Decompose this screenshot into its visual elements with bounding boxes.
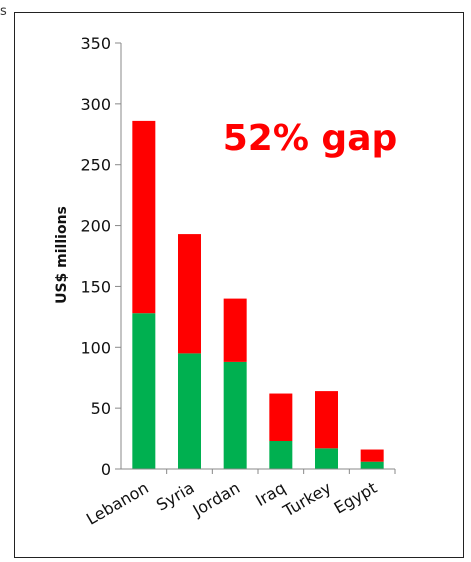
bar-segment-green-turkey [315, 448, 338, 469]
x-tick-label-egypt: Egypt [331, 478, 380, 518]
bar-segment-green-egypt [360, 461, 384, 469]
bar-segment-green-iraq [269, 441, 293, 469]
y-tick-label: 50 [91, 399, 111, 418]
corner-text: s [0, 4, 7, 19]
y-tick-label: 300 [80, 95, 111, 114]
y-tick-label: 100 [80, 338, 111, 357]
bar-segment-red-jordan [223, 298, 247, 362]
bar-segment-green-syria [178, 353, 201, 469]
bar-segment-red-egypt [360, 449, 384, 462]
y-axis-label: US$ millions [54, 206, 70, 304]
bar-segment-red-iraq [269, 393, 293, 442]
bar-segment-green-jordan [223, 361, 247, 469]
x-tick-label-syria: Syria [153, 478, 198, 515]
bars [132, 120, 384, 469]
x-tick-label-lebanon: Lebanon [83, 478, 152, 529]
y-tick-label: 150 [80, 277, 111, 296]
x-tick-label-jordan: Jordan [189, 478, 243, 520]
bar-segment-green-lebanon [132, 313, 156, 469]
y-tick-label: 350 [80, 34, 111, 53]
y-tick-label: 0 [101, 460, 111, 479]
y-tick-label: 250 [80, 156, 111, 175]
bar-segment-red-syria [178, 234, 201, 354]
y-tick-label: 200 [80, 217, 111, 236]
bar-segment-red-lebanon [132, 120, 156, 314]
x-tick-label-turkey: Turkey [279, 478, 334, 521]
y-axis: 0 50 100 150 200 250 300 350 [80, 34, 122, 479]
bar-segment-red-turkey [315, 391, 338, 449]
gap-annotation: 52% gap [223, 118, 398, 159]
